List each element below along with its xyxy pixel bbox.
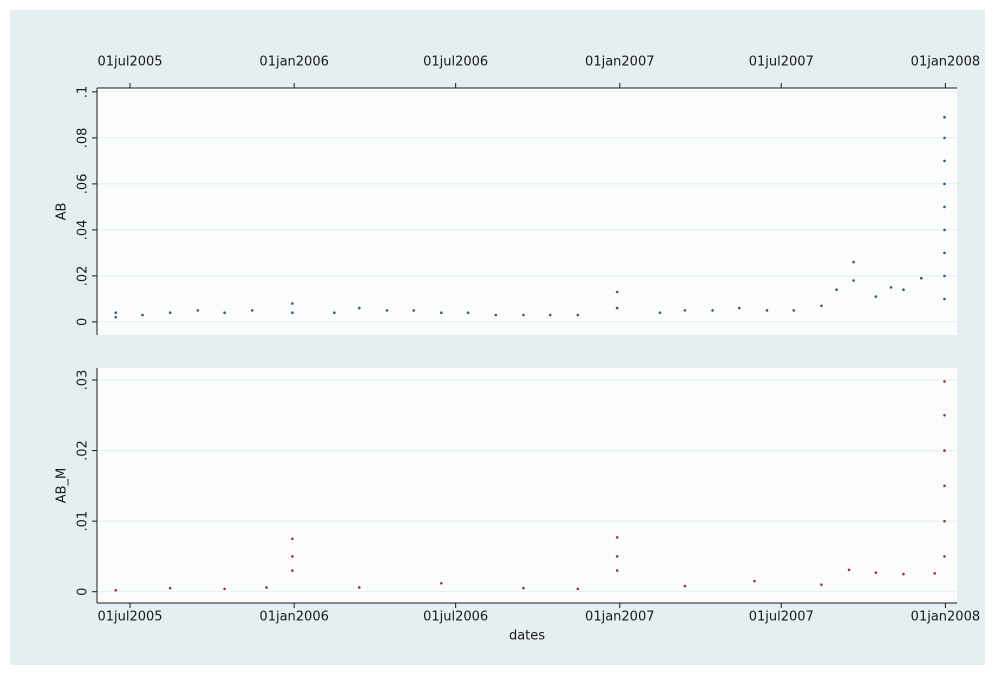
point bbox=[291, 537, 294, 541]
point bbox=[902, 288, 905, 291]
x-tick-label: 01jan2007 bbox=[585, 55, 654, 70]
point bbox=[943, 484, 946, 488]
y-axis-title: AB bbox=[55, 203, 70, 221]
point bbox=[494, 313, 498, 317]
x-tick-label: 01jan2008 bbox=[911, 610, 980, 625]
point bbox=[615, 569, 619, 572]
x-axis-title: dates bbox=[509, 629, 545, 644]
point bbox=[852, 260, 855, 264]
point bbox=[683, 309, 687, 312]
point bbox=[889, 286, 893, 289]
point bbox=[357, 586, 361, 589]
point bbox=[196, 309, 200, 312]
point bbox=[943, 182, 946, 186]
point bbox=[291, 302, 294, 305]
point bbox=[223, 311, 226, 314]
point bbox=[114, 588, 118, 592]
point bbox=[711, 309, 714, 312]
point bbox=[835, 288, 838, 291]
point bbox=[792, 309, 796, 312]
y-tick-label: 0 bbox=[76, 588, 91, 596]
y-tick-label: .1 bbox=[76, 86, 91, 98]
point bbox=[168, 586, 172, 590]
y-tick-label: .06 bbox=[76, 174, 91, 195]
point bbox=[522, 313, 525, 317]
point bbox=[943, 136, 946, 140]
point bbox=[943, 555, 946, 558]
point bbox=[943, 274, 946, 278]
point bbox=[874, 571, 878, 574]
x-tick-label: 01jul2006 bbox=[423, 610, 488, 625]
x-tick-label: 01jan2006 bbox=[259, 55, 328, 70]
point bbox=[265, 586, 268, 589]
x-tick-label: 01jan2006 bbox=[259, 610, 328, 625]
point bbox=[291, 569, 294, 572]
point bbox=[902, 572, 905, 576]
point bbox=[874, 295, 878, 298]
point bbox=[385, 309, 389, 312]
y-axis-title: AB_M bbox=[55, 468, 70, 504]
point bbox=[114, 311, 118, 314]
y-tick-label: .03 bbox=[76, 370, 91, 391]
y-tick-label: .04 bbox=[76, 220, 91, 241]
x-tick-label: 01jan2008 bbox=[911, 55, 980, 70]
x-tick-label: 01jul2005 bbox=[97, 610, 162, 625]
x-tick-label: 01jul2005 bbox=[97, 55, 162, 70]
y-tick-label: 0 bbox=[76, 318, 91, 326]
point bbox=[820, 583, 823, 586]
point bbox=[943, 449, 946, 452]
point bbox=[522, 586, 525, 590]
point bbox=[576, 313, 580, 317]
x-tick-label: 01jan2007 bbox=[585, 610, 654, 625]
point bbox=[943, 159, 946, 163]
point bbox=[440, 311, 443, 314]
point bbox=[852, 279, 855, 282]
point bbox=[943, 205, 946, 209]
point bbox=[357, 306, 361, 310]
point bbox=[847, 568, 851, 572]
point bbox=[943, 297, 946, 301]
x-tick-label: 01jul2007 bbox=[749, 610, 814, 625]
point bbox=[943, 380, 946, 383]
point bbox=[943, 251, 946, 255]
x-tick-label: 01jul2007 bbox=[749, 55, 814, 70]
point bbox=[920, 276, 923, 280]
point bbox=[168, 311, 172, 314]
y-tick-label: .01 bbox=[76, 511, 91, 532]
point bbox=[576, 587, 580, 591]
point bbox=[658, 311, 662, 314]
point bbox=[943, 519, 946, 523]
point bbox=[141, 313, 144, 317]
point bbox=[615, 306, 619, 310]
y-tick-label: .02 bbox=[76, 266, 91, 287]
point bbox=[765, 309, 769, 312]
point bbox=[738, 306, 741, 310]
point bbox=[615, 555, 619, 558]
point bbox=[548, 313, 552, 317]
point bbox=[412, 309, 416, 312]
point bbox=[291, 555, 294, 558]
point bbox=[933, 572, 936, 575]
point bbox=[820, 304, 823, 308]
point bbox=[753, 579, 756, 583]
point bbox=[683, 584, 687, 588]
point bbox=[114, 315, 118, 319]
point bbox=[440, 581, 443, 585]
point bbox=[223, 587, 226, 591]
plot-area bbox=[97, 88, 957, 335]
point bbox=[943, 228, 946, 232]
y-tick-label: .02 bbox=[76, 440, 91, 461]
y-tick-label: .08 bbox=[76, 128, 91, 149]
plot-area bbox=[97, 368, 957, 603]
point bbox=[615, 536, 619, 539]
point bbox=[291, 311, 294, 314]
point bbox=[615, 290, 619, 294]
point bbox=[466, 311, 470, 314]
point bbox=[250, 309, 254, 312]
point bbox=[333, 311, 336, 314]
point bbox=[943, 413, 946, 417]
x-tick-label: 01jul2006 bbox=[423, 55, 488, 70]
point bbox=[943, 115, 946, 119]
